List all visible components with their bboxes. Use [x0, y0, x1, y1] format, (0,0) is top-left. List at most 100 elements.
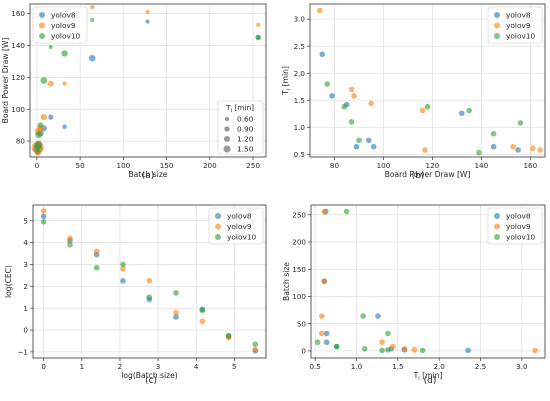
x-tick-label: 0: [41, 362, 46, 371]
data-point-yolov9: [318, 313, 325, 319]
panel-a: 0 50 100 150 200 250 80 100 120 140 160 Batch size B…: [1, 3, 267, 181]
data-point-yolov10: [40, 219, 47, 225]
size-legend-marker: [223, 135, 231, 143]
legend-label-yolov9: yolov9: [506, 21, 531, 30]
x-axis-label: Ti [min]: [413, 371, 443, 382]
y-tick-label: 200: [292, 238, 306, 247]
data-point-yolov10: [35, 148, 41, 154]
legend-marker-yolov9: [494, 22, 500, 29]
data-point-yolov9: [379, 339, 385, 346]
data-point-yolov8: [329, 93, 335, 99]
y-axis-label: Board Power Draw [W]: [1, 38, 10, 124]
y-tick-label: 80: [16, 137, 26, 146]
x-tick-label: 150: [160, 161, 174, 170]
x-axis-label: log(Batch size): [121, 371, 178, 380]
data-point-yolov10: [333, 343, 340, 350]
data-point-yolov10: [35, 131, 43, 139]
size-legend-marker: [224, 126, 230, 132]
x-tick-label: 50: [76, 161, 86, 170]
data-point-yolov8: [145, 19, 150, 24]
legend-box: [208, 207, 264, 245]
x-tick-label: 140: [474, 161, 488, 170]
data-point-yolov10: [348, 119, 355, 125]
data-point-yolov10: [424, 103, 431, 110]
panel-b: 80 100 120 140 160 0.5 1.0 1.5 2.0 2.5 3.0 Board Po…: [281, 3, 546, 181]
x-tick-label: 80: [330, 161, 340, 170]
size-legend: Ti [min]0.600.901.201.50: [217, 100, 264, 155]
legend-label-yolov8: yolov8: [227, 212, 252, 221]
y-tick-label: 2.0: [294, 69, 306, 78]
data-point-yolov10: [314, 339, 321, 346]
legend-label-yolov9: yolov9: [51, 21, 76, 30]
data-point-yolov9: [40, 113, 48, 121]
x-axis-label-main: T: [413, 371, 419, 380]
y-tick-label: 140: [11, 41, 25, 50]
size-legend-marker: [224, 116, 230, 122]
data-point-yolov10: [173, 290, 179, 296]
x-axis-label: Batch size: [129, 170, 168, 179]
y-axis-label-rest: [min]: [281, 66, 290, 89]
data-point-yolov10: [40, 77, 48, 84]
y-axis-label-sub: i: [286, 88, 292, 90]
x-axis-label-sub: i: [418, 376, 420, 382]
data-point-yolov10: [361, 345, 368, 352]
data-point-yolov9: [252, 346, 259, 353]
axes-frame: [32, 204, 267, 359]
data-point-yolov8: [62, 124, 67, 130]
data-point-yolov8: [490, 143, 497, 150]
data-point-yolov10: [385, 347, 391, 353]
size-legend-marker: [223, 145, 231, 153]
data-point-yolov9: [145, 9, 150, 15]
y-tick-label: 3: [23, 260, 28, 269]
size-legend-label: 1.50: [237, 145, 254, 154]
data-point-yolov8: [323, 330, 330, 337]
data-point-yolov9: [411, 347, 418, 353]
panel-label: (a): [142, 171, 155, 181]
x-tick-label: 100: [117, 161, 131, 170]
data-point-yolov10: [199, 307, 206, 314]
data-point-yolov10: [324, 81, 330, 87]
legend-marker-yolov10: [494, 33, 500, 39]
legend-box: [487, 207, 543, 245]
data-point-yolov8: [375, 313, 381, 319]
data-point-yolov9: [62, 81, 67, 86]
legend-label-yolov9: yolov9: [227, 222, 252, 231]
data-point-yolov10: [356, 137, 362, 144]
y-tick-label: 160: [11, 9, 25, 18]
y-tick-label: 0.5: [294, 150, 305, 159]
data-point-yolov9: [173, 309, 179, 316]
data-point-yolov10: [255, 34, 262, 41]
y-tick-label: 5: [23, 216, 28, 225]
x-tick-label: 3: [156, 362, 161, 371]
panel-label: (c): [145, 376, 157, 386]
data-point-yolov10: [93, 264, 100, 271]
legend-marker-yolov10: [494, 234, 500, 240]
data-point-yolov9: [316, 7, 323, 14]
data-point-yolov8: [365, 137, 372, 144]
legend-marker-yolov9: [494, 223, 500, 230]
data-point-yolov10: [120, 261, 126, 268]
data-point-yolov8: [173, 314, 179, 320]
size-legend-title: Ti [min]: [225, 103, 254, 114]
data-point-yolov8: [465, 347, 471, 354]
size-legend-label: 0.90: [237, 125, 254, 134]
data-point-yolov8: [319, 51, 326, 58]
y-axis-label-main: T: [281, 90, 290, 96]
data-point-yolov8: [515, 147, 521, 153]
legend-marker-yolov10: [215, 234, 221, 240]
size-legend-label: 1.20: [237, 135, 254, 144]
y-tick-label: 0: [301, 347, 306, 356]
data-point-yolov9: [93, 248, 100, 255]
data-point-yolov10: [225, 332, 232, 339]
data-point-yolov9: [510, 143, 516, 150]
x-axis-label: Board Power Draw [W]: [385, 170, 471, 179]
legend-marker-yolov8: [215, 213, 221, 219]
data-point-yolov10: [67, 241, 73, 248]
legend-label-yolov9: yolov9: [506, 222, 531, 231]
data-point-yolov10: [37, 122, 44, 129]
x-tick-label: 4: [194, 362, 199, 371]
x-tick-label: 1.0: [351, 362, 363, 371]
legend-label-yolov8: yolov8: [506, 212, 531, 221]
